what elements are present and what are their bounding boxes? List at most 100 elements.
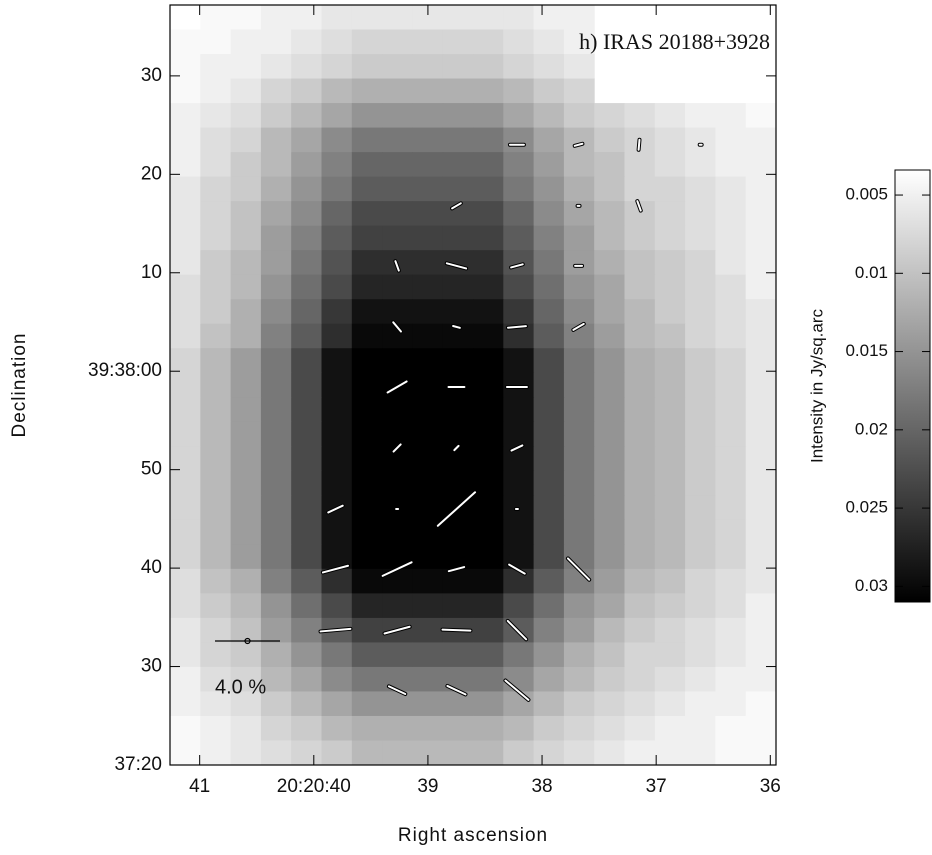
heatmap-cell — [624, 274, 656, 300]
heatmap-cell — [351, 103, 383, 129]
heatmap-cell — [230, 544, 262, 570]
heatmap-cell — [351, 78, 383, 104]
vector — [506, 619, 528, 641]
heatmap-cell — [230, 152, 262, 178]
heatmap-cell — [503, 642, 535, 668]
heatmap-cell — [170, 642, 201, 668]
heatmap-cell — [230, 470, 262, 496]
heatmap-cell — [685, 446, 716, 472]
heatmap-cell — [685, 225, 716, 251]
heatmap-cell — [715, 103, 747, 129]
heatmap-cell — [503, 519, 535, 545]
heatmap-cell — [685, 127, 716, 153]
heatmap-cell — [624, 691, 656, 717]
vector — [392, 321, 402, 333]
heatmap-cell — [473, 691, 504, 717]
heatmap-cell — [200, 54, 232, 80]
heatmap-cell — [715, 152, 747, 178]
colorbar-tick-label: 0.005 — [845, 185, 888, 204]
heatmap-cell — [745, 642, 777, 668]
heatmap-cell — [200, 470, 232, 496]
heatmap-cell — [533, 617, 565, 643]
heatmap-cell — [321, 666, 353, 692]
heatmap-cell — [503, 568, 535, 594]
heatmap-cell — [170, 666, 201, 692]
heatmap-cell — [503, 152, 535, 178]
heatmap-cell — [170, 397, 201, 423]
heatmap-cell — [260, 617, 292, 643]
heatmap-cell — [624, 593, 656, 619]
heatmap-cell — [200, 250, 232, 276]
vector — [572, 322, 585, 331]
heatmap-cell — [745, 617, 777, 643]
heatmap-cell — [685, 715, 716, 741]
heatmap-cell — [412, 103, 444, 129]
heatmap-cell — [715, 519, 747, 545]
heatmap-cell — [442, 274, 474, 300]
heatmap-cell — [715, 642, 747, 668]
heatmap-cell — [260, 446, 292, 472]
heatmap-cell — [351, 519, 383, 545]
heatmap-cell — [533, 372, 565, 398]
heatmap-cell — [230, 29, 262, 55]
heatmap-cell — [715, 593, 747, 619]
heatmap-cell — [442, 78, 474, 104]
heatmap-cell — [473, 78, 504, 104]
heatmap-cell — [473, 201, 504, 227]
heatmap-cell — [351, 544, 383, 570]
heatmap-cell — [382, 691, 413, 717]
heatmap-cell — [715, 201, 747, 227]
vector — [381, 561, 413, 577]
heatmap-cell — [533, 152, 565, 178]
heatmap-cell — [260, 201, 292, 227]
heatmap-cell — [260, 593, 292, 619]
heatmap-cell — [473, 274, 504, 300]
heatmap-cell — [624, 299, 656, 325]
heatmap-cell — [563, 666, 595, 692]
heatmap-cell — [412, 274, 444, 300]
heatmap-cell — [382, 5, 413, 31]
heatmap-cell — [654, 519, 686, 545]
heatmap-cell — [563, 446, 595, 472]
x-tick-label: 20:20:40 — [277, 776, 351, 797]
heatmap-cell — [563, 470, 595, 496]
heatmap-cell — [624, 250, 656, 276]
heatmap-cell — [351, 495, 383, 521]
heatmap-cell — [563, 519, 595, 545]
heatmap-cell — [382, 421, 413, 447]
heatmap-cell — [321, 642, 353, 668]
heatmap-cell — [594, 323, 625, 349]
heatmap-cell — [291, 103, 322, 129]
colorbar-tick-label: 0.015 — [845, 341, 888, 360]
heatmap-cell — [563, 691, 595, 717]
heatmap-cell — [412, 29, 444, 55]
vector — [441, 628, 472, 632]
heatmap-cell — [473, 250, 504, 276]
heatmap-cell — [200, 152, 232, 178]
heatmap — [170, 5, 777, 766]
y-tick-label: 39:38:00 — [88, 360, 162, 381]
heatmap-cell — [624, 470, 656, 496]
heatmap-cell — [351, 446, 383, 472]
heatmap-cell — [563, 348, 595, 374]
heatmap-cell — [351, 250, 383, 276]
heatmap-cell — [351, 29, 383, 55]
heatmap-cell — [351, 593, 383, 619]
heatmap-cell — [594, 666, 625, 692]
heatmap-cell — [412, 446, 444, 472]
vector — [436, 491, 477, 527]
heatmap-cell — [200, 642, 232, 668]
heatmap-cell — [473, 568, 504, 594]
heatmap-cell — [260, 29, 292, 55]
heatmap-cell — [260, 691, 292, 717]
heatmap-cell — [230, 5, 262, 31]
heatmap-cell — [533, 446, 565, 472]
heatmap-cell — [594, 519, 625, 545]
heatmap-cell — [200, 666, 232, 692]
heatmap-cell — [200, 299, 232, 325]
heatmap-cell — [473, 54, 504, 80]
heatmap-cell — [685, 176, 716, 202]
heatmap-cell — [594, 568, 625, 594]
heatmap-cell — [594, 201, 625, 227]
heatmap-cell — [230, 54, 262, 80]
